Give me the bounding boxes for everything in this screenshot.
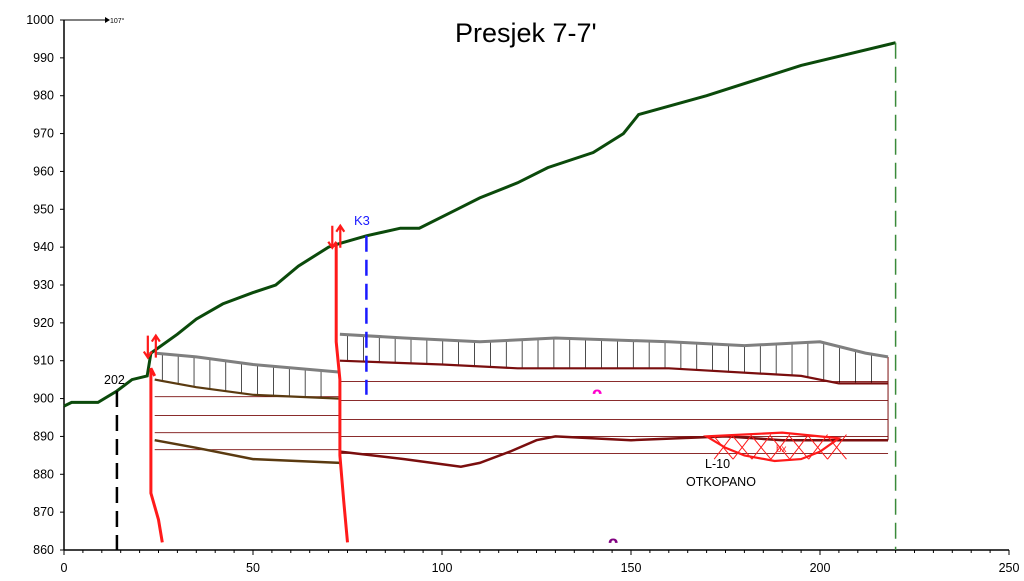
mined-zone-hatch (713, 436, 734, 460)
fault-up-arrow-icon (335, 223, 346, 248)
mined-zone-hatch (770, 434, 791, 460)
mined-zone-hatch (789, 436, 810, 460)
terrain-profile (63, 41, 896, 408)
fault-line-1 (149, 367, 164, 543)
mined-zone-hatch (751, 434, 772, 460)
mined-zone-hatch (789, 434, 810, 460)
x-tick-label: 250 (999, 561, 1020, 575)
mined-zone-hatch (808, 434, 828, 460)
mined-zone-hatch (732, 436, 753, 460)
layers (63, 41, 897, 550)
y-tick-label: 910 (33, 354, 54, 368)
coal-bottom-left (154, 438, 340, 465)
direction-arrowhead-icon (105, 17, 110, 23)
coal-bottom-right (339, 435, 888, 468)
chart-title: Presjek 7-7' (455, 18, 597, 48)
fault-up-arrow-icon (150, 333, 161, 358)
mined-zone-label: L-10 (705, 457, 730, 471)
y-tick-label: 890 (33, 429, 54, 443)
y-tick-label: 980 (33, 89, 54, 103)
y-tick-label: 960 (33, 164, 54, 178)
mined-status-label: OTKOPANO (686, 475, 756, 489)
mined-zone-hatch (827, 434, 847, 460)
y-tick-label: 950 (33, 202, 54, 216)
y-tick-label: 880 (33, 467, 54, 481)
y-tick-label: 900 (33, 392, 54, 406)
x-tick-label: 150 (621, 561, 642, 575)
y-tick-label: 870 (33, 505, 54, 519)
fault-line-2 (334, 243, 349, 543)
y-tick-label: 860 (33, 543, 54, 557)
axes: 0 50 100 150 200 250 860 870 880 890 900 910 920 930 9… (26, 13, 1019, 575)
y-tick-label: 930 (33, 278, 54, 292)
mined-zone-hatch (808, 436, 828, 460)
x-tick-label: 100 (432, 561, 453, 575)
overburden-top-right (339, 332, 889, 359)
y-tick-label: 970 (33, 127, 54, 141)
fault-symbol-1 (142, 333, 161, 360)
mined-zone-hatch (770, 436, 791, 460)
y-tick-label: 920 (33, 316, 54, 330)
fault-down-arrow-icon (327, 225, 338, 250)
seam-symbol-label: ᴖ (592, 384, 602, 402)
x-tick-label: 50 (246, 561, 260, 575)
bottom-symbol-label: ᴖ (608, 533, 618, 551)
mined-zone-hatch (827, 436, 847, 460)
mined-zone-hatch (713, 434, 734, 460)
mined-zone-hatch (732, 434, 753, 460)
y-tick-label: 1000 (26, 13, 54, 27)
direction-label: 107° (110, 17, 125, 25)
coal-top-left (154, 378, 340, 400)
borehole-k3-label: K3 (354, 213, 370, 228)
x-tick-label: 200 (810, 561, 831, 575)
mined-code-label: bx (776, 444, 787, 455)
overburden-top-left (154, 351, 341, 374)
x-tick-label: 0 (61, 561, 68, 575)
fault-symbol-2 (327, 223, 346, 250)
borehole-202-label: 202 (104, 373, 125, 387)
y-tick-label: 940 (33, 240, 54, 254)
coal-seam-area (154, 334, 889, 454)
coal-top-right (339, 359, 888, 385)
fault-down-arrow-icon (142, 335, 153, 360)
y-tick-label: 990 (33, 51, 54, 65)
mined-zone-hatch (751, 436, 772, 460)
